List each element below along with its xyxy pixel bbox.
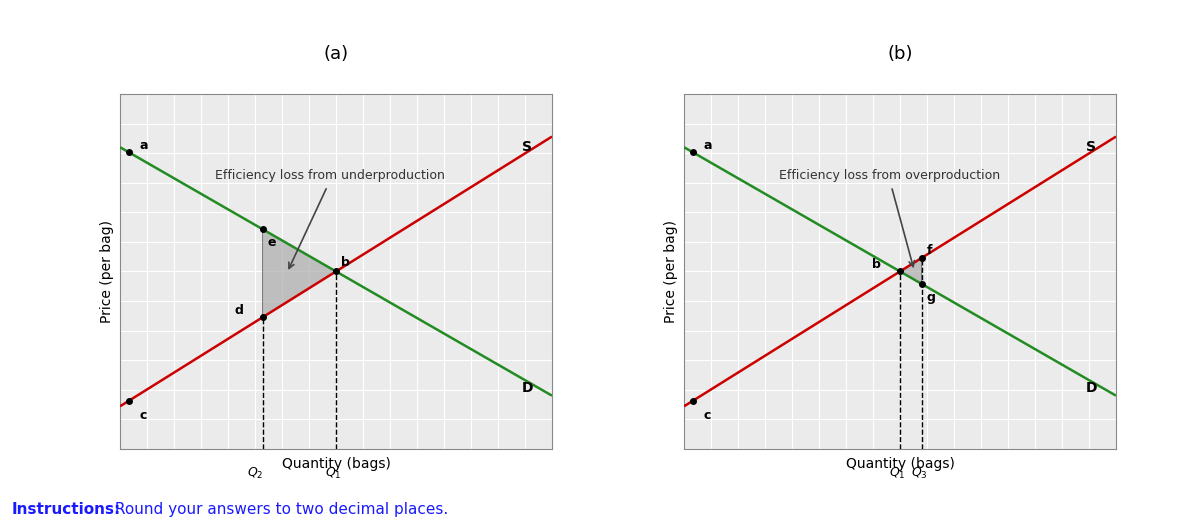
Text: Efficiency loss from underproduction: Efficiency loss from underproduction: [215, 169, 445, 182]
Text: c: c: [139, 409, 146, 422]
Text: $Q_1$: $Q_1$: [325, 466, 342, 481]
Text: $Q_1$: $Q_1$: [889, 466, 906, 481]
Text: S: S: [1086, 140, 1096, 154]
Y-axis label: Price (per bag): Price (per bag): [101, 220, 114, 323]
Text: f: f: [926, 244, 932, 257]
Polygon shape: [900, 258, 922, 284]
Text: Instructions:: Instructions:: [12, 502, 121, 517]
Text: b: b: [872, 258, 881, 271]
Text: $Q_3$: $Q_3$: [911, 466, 928, 481]
Text: D: D: [1086, 381, 1097, 395]
Text: Efficiency loss from overproduction: Efficiency loss from overproduction: [779, 169, 1000, 182]
Text: $Q_2$: $Q_2$: [247, 466, 264, 481]
Polygon shape: [263, 229, 336, 317]
Text: c: c: [703, 409, 710, 422]
Text: Round your answers to two decimal places.: Round your answers to two decimal places…: [110, 502, 449, 517]
Text: (b): (b): [887, 45, 913, 63]
Text: D: D: [522, 381, 533, 395]
Text: d: d: [234, 304, 244, 317]
Text: a: a: [139, 139, 148, 151]
Text: b: b: [341, 256, 350, 269]
Text: (a): (a): [324, 45, 348, 63]
Text: S: S: [522, 140, 532, 154]
Y-axis label: Price (per bag): Price (per bag): [665, 220, 678, 323]
Text: e: e: [268, 236, 276, 249]
X-axis label: Quantity (bags): Quantity (bags): [846, 457, 954, 471]
Text: a: a: [703, 139, 712, 151]
X-axis label: Quantity (bags): Quantity (bags): [282, 457, 390, 471]
Text: g: g: [926, 291, 936, 304]
